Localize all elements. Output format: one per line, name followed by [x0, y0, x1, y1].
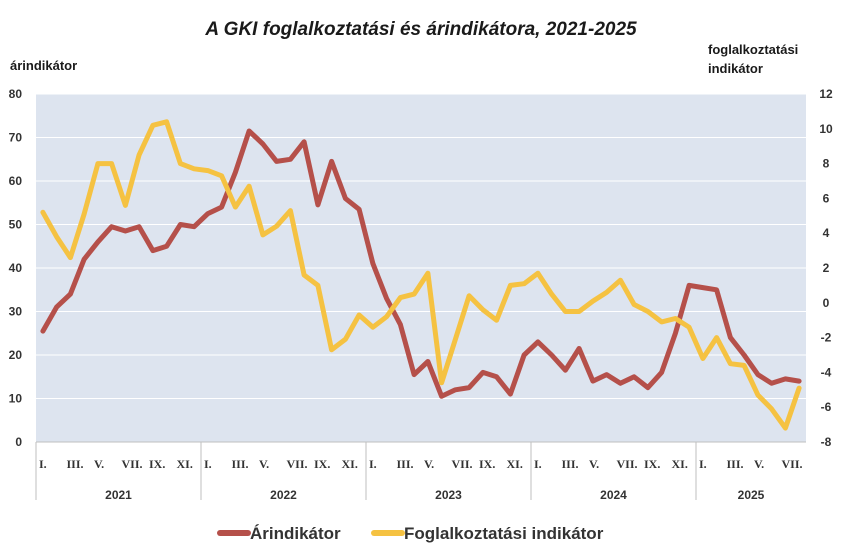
right-tick-label: -6 — [821, 400, 832, 414]
left-axis-title: árindikátor — [10, 58, 77, 73]
series-line-foglalkoztatasi — [40, 119, 802, 431]
month-label: I. — [204, 457, 212, 471]
month-label: I. — [534, 457, 542, 471]
month-label: III. — [67, 457, 84, 471]
month-label: V. — [424, 457, 434, 471]
month-label: V. — [754, 457, 764, 471]
month-label: V. — [259, 457, 269, 471]
left-tick-label: 60 — [9, 174, 23, 188]
left-tick-label: 0 — [15, 435, 22, 449]
month-label: IX. — [149, 457, 165, 471]
year-label: 2021 — [105, 488, 132, 502]
series-line-arindikator — [40, 128, 802, 399]
chart-title: A GKI foglalkoztatási és árindikátora, 2… — [204, 19, 637, 40]
month-label: III. — [397, 457, 414, 471]
year-label: 2024 — [600, 488, 627, 502]
month-label: IX. — [314, 457, 330, 471]
month-label: VII. — [617, 457, 638, 471]
right-tick-label: -4 — [821, 365, 832, 379]
legend-label-arindikator: Árindikátor — [250, 524, 341, 543]
year-label: 2025 — [738, 488, 765, 502]
left-tick-label: 30 — [9, 305, 23, 319]
month-label: I. — [699, 457, 707, 471]
year-label: 2023 — [435, 488, 462, 502]
left-tick-label: 10 — [9, 392, 23, 406]
month-label: I. — [39, 457, 47, 471]
left-tick-label: 70 — [9, 131, 23, 145]
right-tick-label: 2 — [823, 261, 830, 275]
month-label: XI. — [177, 457, 193, 471]
month-label: XI. — [672, 457, 688, 471]
right-tick-label: 6 — [823, 191, 830, 205]
x-axis: I. III. V. VII. IX. XI. I. III. V. VII. IX. XI. I. II… — [35, 441, 806, 502]
month-label: XI. — [342, 457, 358, 471]
right-tick-label: 0 — [823, 296, 830, 310]
month-label: III. — [232, 457, 249, 471]
month-label: V. — [94, 457, 104, 471]
month-label: III. — [562, 457, 579, 471]
left-tick-label: 40 — [9, 261, 23, 275]
left-tick-label: 50 — [9, 218, 23, 232]
month-label: XI. — [507, 457, 523, 471]
year-label: 2022 — [270, 488, 297, 502]
right-tick-label: 12 — [819, 87, 833, 101]
right-tick-label: 8 — [823, 157, 830, 171]
series-lines — [40, 119, 802, 431]
month-label: V. — [589, 457, 599, 471]
right-axis-ticks: -8 -6 -4 -2 0 2 4 6 8 10 12 — [819, 87, 833, 449]
left-axis-ticks: 0 10 20 30 40 50 60 70 80 — [9, 87, 23, 449]
month-label: VII. — [452, 457, 473, 471]
month-label: IX. — [644, 457, 660, 471]
right-axis-title-line-2: indikátor — [708, 61, 763, 76]
month-label: VII. — [782, 457, 803, 471]
right-tick-label: -8 — [821, 435, 832, 449]
month-label: III. — [727, 457, 744, 471]
month-label: I. — [369, 457, 377, 471]
month-label: VII. — [287, 457, 308, 471]
right-tick-label: 4 — [823, 226, 830, 240]
right-tick-label: -2 — [821, 331, 832, 345]
month-label: VII. — [122, 457, 143, 471]
right-axis-title-line-1: foglalkoztatási — [708, 42, 798, 57]
left-tick-label: 20 — [9, 348, 23, 362]
right-tick-label: 10 — [819, 122, 833, 136]
left-tick-label: 80 — [9, 87, 23, 101]
legend-label-foglalkoztatasi: Foglalkoztatási indikátor — [404, 524, 604, 543]
legend: Árindikátor Foglalkoztatási indikátor — [217, 524, 604, 543]
month-label: IX. — [479, 457, 495, 471]
